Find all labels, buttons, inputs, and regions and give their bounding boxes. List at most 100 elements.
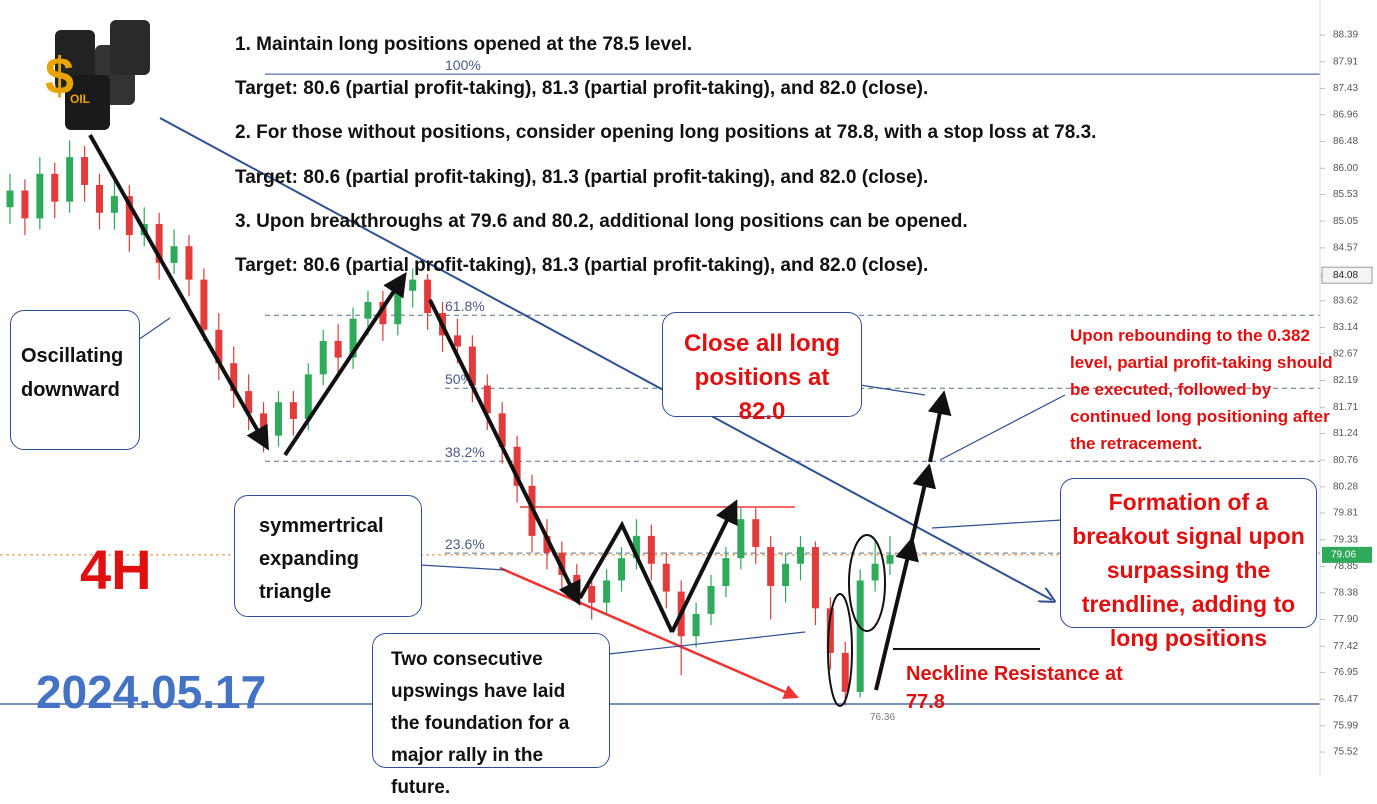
candle-body [95,184,103,213]
current-price-box [1322,546,1372,563]
candle-body [394,290,402,325]
callout-pointer [599,631,806,656]
y-tick-label: 77.42 [1333,641,1358,652]
y-tick-label: 75.99 [1333,721,1358,732]
arrow [910,463,936,541]
chart: 100%61.8%50%38.2%23.6% 76.36 $ OIL 88.3 [0,0,1373,776]
callout-pointer [939,394,1066,461]
candle-body [230,363,238,392]
candle-body [841,652,849,692]
candle-body [36,173,44,219]
callout: Oscillating downward [10,310,140,450]
candle-body [782,563,790,587]
instruction: 3. Upon breakthroughs at 79.6 and 80.2, … [235,211,968,232]
annotation: Upon rebounding to the 0.382 level, part… [1070,326,1333,453]
candle-body [811,547,819,609]
candle-body [722,558,730,587]
y-tick-label: 81.24 [1333,428,1358,439]
arrow [927,390,952,463]
highlighted-tick-label: 84.08 [1333,270,1358,281]
candle-body [573,574,581,587]
y-tick-label: 80.28 [1333,482,1358,493]
candle-body [51,173,59,202]
candle-body [319,340,327,375]
y-tick-label: 87.91 [1333,56,1358,67]
timeframe: 4H [80,538,152,601]
fib-label: 23.6% [445,536,485,552]
instruction: Target: 80.6 (partial profit-taking), 81… [235,78,929,99]
candle-body [200,279,208,330]
candle-body [632,535,640,559]
candle-body [453,335,461,347]
candle-body [364,301,372,319]
candle-body [409,279,417,291]
candle-body [826,608,834,653]
highlight-ellipse [827,593,853,707]
svg-text:OIL: OIL [70,92,90,106]
candle-body [588,586,596,603]
y-tick-label: 78.85 [1333,561,1358,572]
callout: symmertrical expanding triangle [234,495,422,617]
y-tick-label: 85.05 [1333,216,1358,227]
y-tick-label: 82.19 [1333,375,1358,386]
y-tick-label: 78.38 [1333,587,1358,598]
y-tick-label: 80.76 [1333,455,1358,466]
current-price-label: 79.06 [1331,549,1356,560]
candle-body [245,391,253,414]
y-axis: 88.39 87.91 87.43 86.96 86.48 86.00 85.53 85.05… [1320,30,1373,758]
candle-body [618,558,626,581]
y-tick-label: 85.53 [1333,189,1358,200]
arrow [578,520,674,633]
candle-body [125,196,133,236]
fib-label: 61.8% [445,298,485,314]
callout-pointer [931,519,1063,529]
candle-body [752,519,760,548]
y-tick-label: 88.39 [1333,30,1358,41]
y-tick-label: 86.00 [1333,163,1358,174]
candle-body [81,157,89,185]
candle-body [215,329,223,364]
tick-highlight [1321,266,1373,284]
candle-body [349,318,357,358]
candle-body [707,586,715,614]
y-tick-label: 82.67 [1333,348,1358,359]
arrow [874,536,919,691]
candle-body [797,547,805,564]
y-tick-label: 77.90 [1333,614,1358,625]
instruction: Target: 80.6 (partial profit-taking), 81… [235,255,929,276]
callout: Formation of a breakout signal upon surp… [1060,478,1317,651]
candle-body [871,563,879,581]
candle-body [260,413,268,436]
candle-body [767,547,775,587]
drawings [0,117,1320,707]
candle-body [886,554,894,564]
low-label: 76.36 [870,712,895,723]
candle-body [110,196,118,213]
candle-body [155,223,163,263]
y-tick-label: 87.43 [1333,83,1358,94]
date: 2024.05.17 [36,666,267,718]
instruction: Target: 80.6 (partial profit-taking), 81… [235,167,929,188]
arrow [670,499,738,633]
candle-body [737,519,745,559]
y-tick-label: 83.62 [1333,295,1358,306]
candle-body [498,413,506,447]
candle-body [468,346,476,386]
callout-pointer [859,384,926,396]
triangle-bottom [499,566,799,699]
callout: Two consecutive upswings have laid the f… [372,633,610,798]
y-tick-label: 79.33 [1333,534,1358,545]
candle-body [692,613,700,637]
y-tick-label: 86.96 [1333,109,1358,120]
candle-body [424,279,432,314]
fib-label: 100% [445,57,481,73]
candle-body [170,246,178,263]
arrow [428,299,581,606]
candle-body [274,402,282,436]
y-tick-label: 86.48 [1333,136,1358,147]
candle-body [304,374,312,419]
y-tick-label: 84.57 [1333,243,1358,254]
candle-body [483,385,491,414]
candle-body [21,190,29,219]
